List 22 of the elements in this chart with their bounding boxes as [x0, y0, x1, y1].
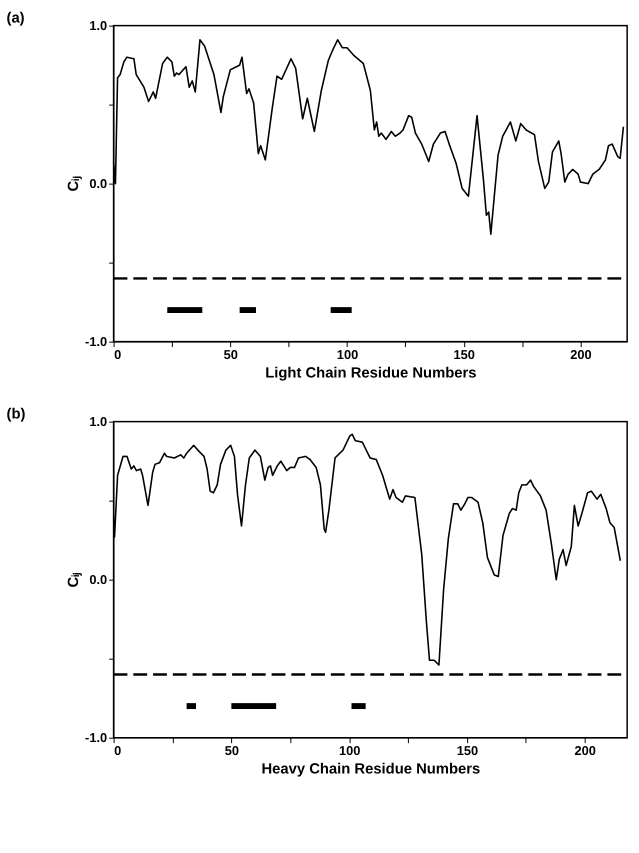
x-axis-title: Light Chain Residue Numbers	[265, 366, 477, 382]
y-tick-label: 0.0	[89, 572, 108, 588]
x-tick-label: 150	[456, 742, 478, 758]
x-tick-label: 200	[570, 346, 592, 362]
x-tick-label: 50	[224, 742, 240, 758]
y-tick-label: 1.0	[89, 18, 108, 34]
chart-title: (b)	[6, 406, 26, 423]
y-tick-label: 0.0	[89, 176, 108, 192]
y-tick-label: 1.0	[89, 414, 108, 430]
y-tick-label: -1.0	[85, 730, 108, 746]
chart-title: (a)	[6, 10, 25, 27]
y-axis-title: Cᵢⱼ	[66, 572, 82, 588]
x-tick-label: 100	[336, 346, 358, 362]
x-tick-label: 150	[454, 346, 475, 362]
x-tick-label: 0	[114, 346, 122, 362]
x-tick-label: 50	[224, 346, 238, 362]
y-tick-label: -1.0	[85, 334, 108, 350]
x-tick-label: 200	[574, 742, 596, 758]
y-axis-title: Cᵢⱼ	[66, 176, 82, 192]
x-tick-label: 0	[114, 742, 122, 758]
x-axis-title: Heavy Chain Residue Numbers	[261, 762, 480, 778]
x-tick-label: 100	[338, 742, 360, 758]
